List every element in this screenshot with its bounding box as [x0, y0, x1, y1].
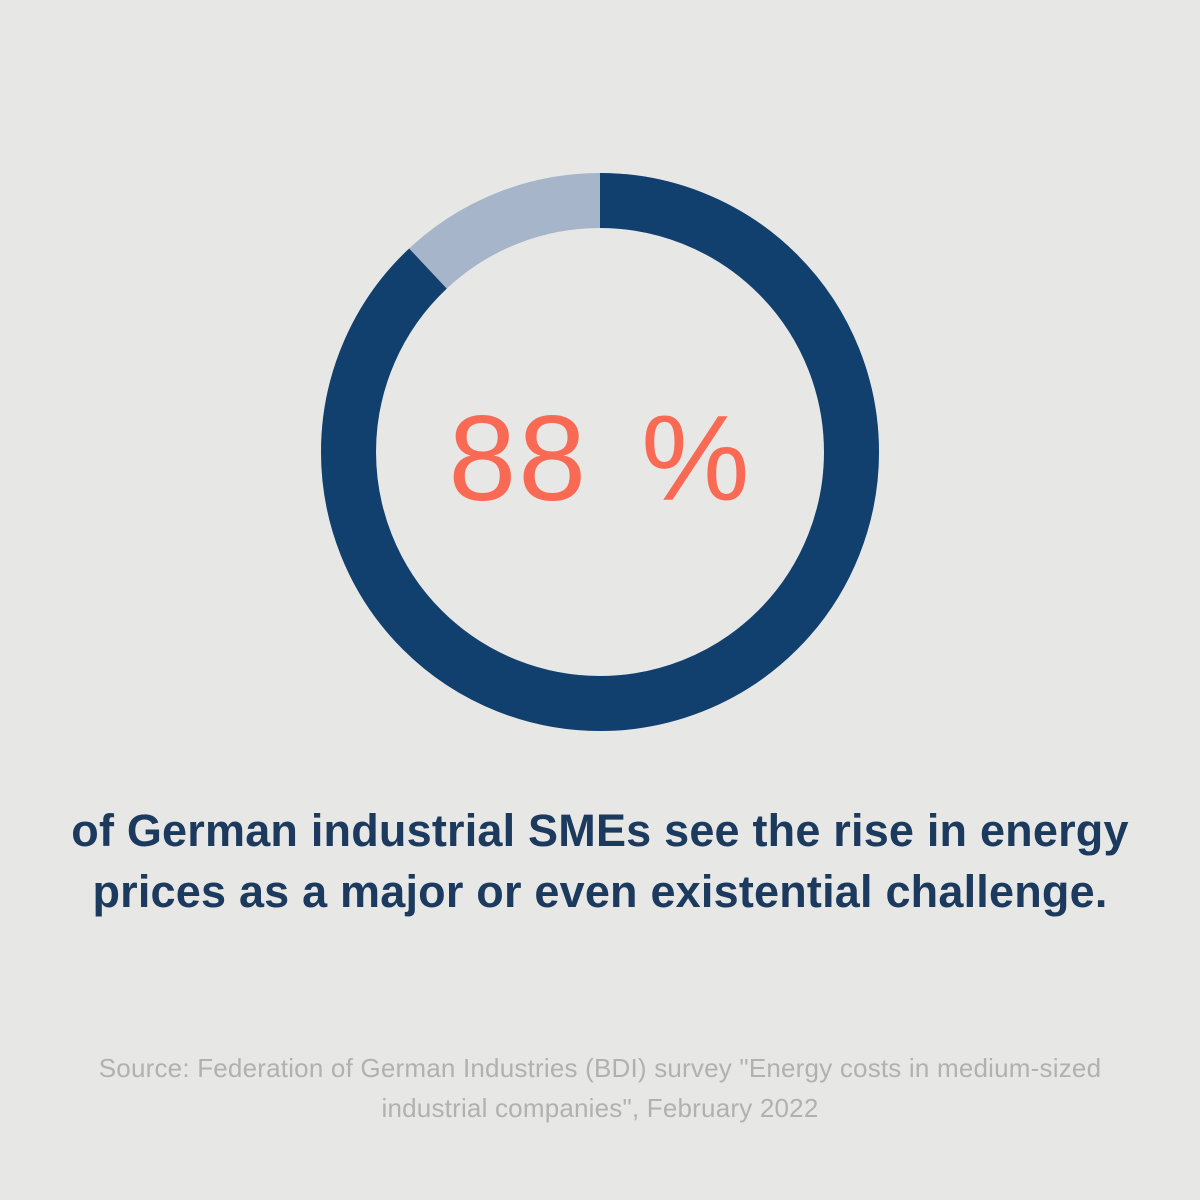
source-note: Source: Federation of German Industries …	[0, 1048, 1200, 1128]
source-line-1: Source: Federation of German Industries …	[98, 1053, 1102, 1083]
headline-line-2: prices as a major or even existential ch…	[92, 866, 1108, 917]
headline: of German industrial SMEs see the rise i…	[0, 800, 1200, 922]
donut-segment-main	[321, 173, 879, 731]
source-line-2: industrial companies", February 2022	[381, 1093, 819, 1123]
headline-line-1: of German industrial SMEs see the rise i…	[71, 805, 1129, 856]
donut-chart: 88 %	[321, 173, 879, 731]
donut-svg	[321, 173, 879, 731]
